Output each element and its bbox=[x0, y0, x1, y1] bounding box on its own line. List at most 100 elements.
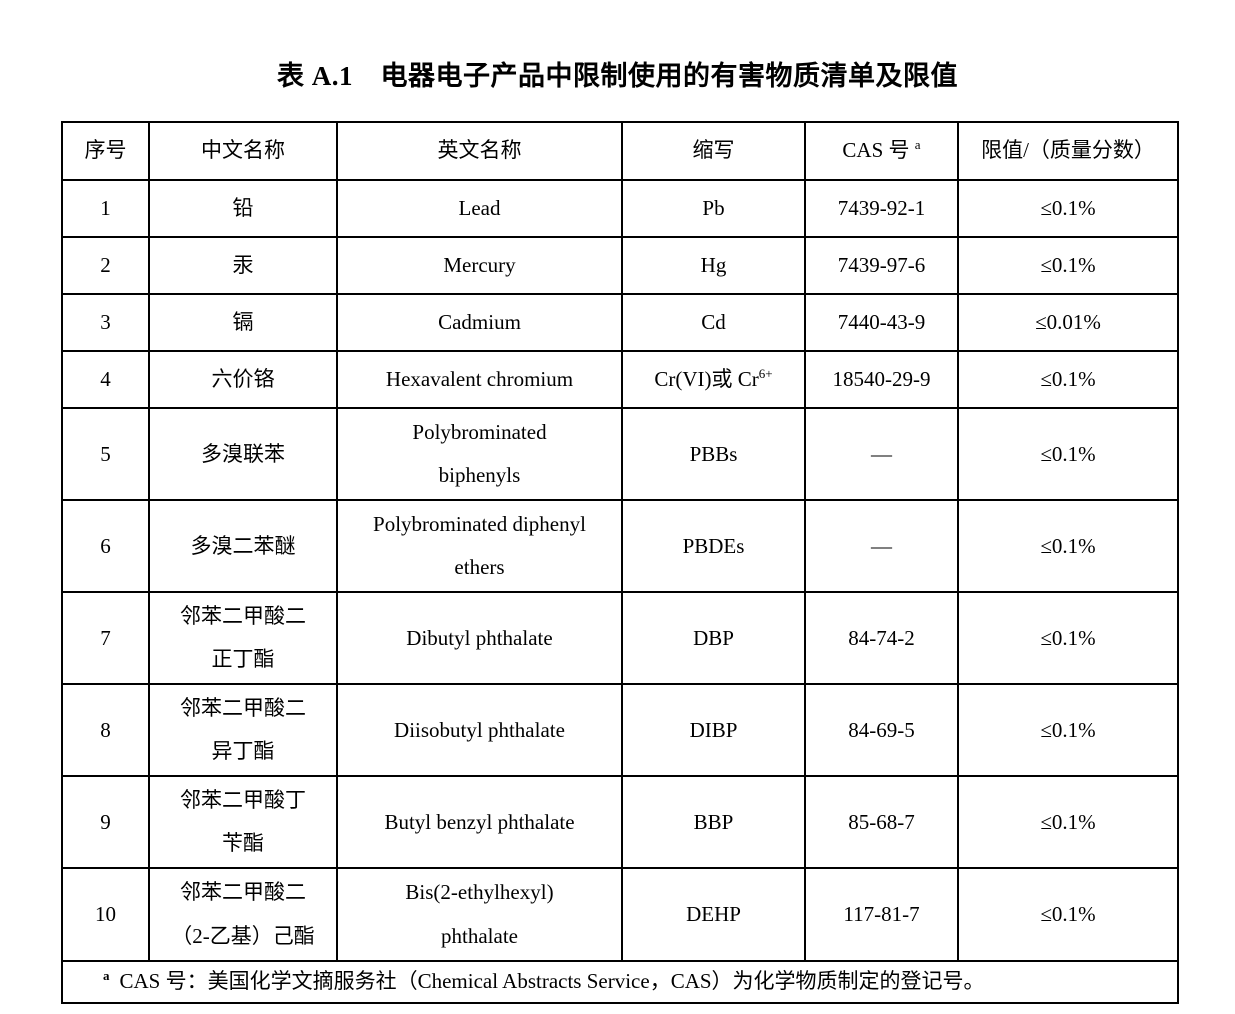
footnote-row: a CAS 号：美国化学文摘服务社（Chemical Abstracts Serv… bbox=[61, 959, 1179, 1004]
substance-row: 6 多溴二苯醚 Polybrominated diphenyl ethers PBDEs… bbox=[61, 499, 1179, 594]
cell-english-name-line: Diisobutyl phthalate bbox=[394, 717, 565, 742]
cell-english-name-line: Butyl benzyl phthalate bbox=[384, 809, 575, 834]
cell-cas-number: 84-69-5 bbox=[804, 683, 959, 778]
abbreviation-text: PBBs bbox=[689, 441, 738, 466]
cell-chinese-name: 邻苯二甲酸丁 苄酯 bbox=[148, 775, 338, 870]
cell-chinese-name-line: 异丁酯 bbox=[211, 739, 275, 764]
substance-row: 1 铅 Lead Pb 7439-92-1 ≤0.1% bbox=[61, 179, 1179, 238]
abbreviation-text: DIBP bbox=[689, 717, 738, 742]
cell-limit: ≤0.1% bbox=[957, 867, 1179, 962]
cell-chinese-name-line: 邻苯二甲酸二 bbox=[180, 880, 306, 905]
col-header-english-name: 英文名称 bbox=[336, 121, 623, 181]
substance-row: 8 邻苯二甲酸二 异丁酯 Diisobutyl phthalate DIBP 84-69-… bbox=[61, 683, 1179, 778]
substance-row: 10 邻苯二甲酸二 （2-乙基）己酯 Bis(2-ethylhexyl) phthala… bbox=[61, 867, 1179, 962]
cell-english-name-line: Lead bbox=[458, 195, 501, 220]
table-body: 1 铅 Lead Pb 7439-92-1 ≤0.1% 2 汞 Mercury Hg 7439-97… bbox=[61, 179, 1179, 962]
cell-chinese-name-line: 多溴联苯 bbox=[201, 441, 285, 466]
col-header-abbreviation: 缩写 bbox=[621, 121, 806, 181]
abbreviation-text: PBDEs bbox=[682, 533, 745, 558]
substance-row: 5 多溴联苯 Polybrominated biphenyls PBBs — ≤0.1% bbox=[61, 406, 1179, 502]
cell-abbreviation: DIBP bbox=[621, 683, 806, 778]
cell-english-name: Dibutyl phthalate bbox=[336, 591, 623, 686]
cell-chinese-name: 邻苯二甲酸二 正丁酯 bbox=[148, 591, 338, 686]
cell-no: 5 bbox=[61, 406, 150, 502]
col-header-limit: 限值/（质量分数） bbox=[957, 121, 1179, 181]
cell-english-name: Lead bbox=[336, 179, 623, 238]
abbreviation-text: BBP bbox=[693, 809, 734, 834]
cell-english-name-line: Hexavalent chromium bbox=[385, 366, 574, 391]
footnote-text: CAS 号：美国化学文摘服务社（Chemical Abstracts Servi… bbox=[119, 968, 985, 993]
cell-chinese-name-line: 多溴二苯醚 bbox=[190, 533, 296, 558]
cell-english-name: Mercury bbox=[336, 236, 623, 295]
cell-chinese-name: 多溴联苯 bbox=[148, 406, 338, 502]
cell-no: 1 bbox=[61, 179, 150, 238]
cell-abbreviation: Cr(VI)或 Cr6+ bbox=[621, 350, 806, 409]
cell-limit: ≤0.1% bbox=[957, 775, 1179, 870]
cell-chinese-name: 邻苯二甲酸二 异丁酯 bbox=[148, 683, 338, 778]
cell-english-name: Polybrominated biphenyls bbox=[336, 406, 623, 502]
cell-english-name-line: biphenyls bbox=[438, 463, 521, 488]
cell-limit: ≤0.1% bbox=[957, 236, 1179, 295]
header-row: 序号 中文名称 英文名称 缩写 CAS 号 a 限值/（质量分数） bbox=[61, 121, 1179, 181]
cell-cas-number: 117-81-7 bbox=[804, 867, 959, 962]
cell-chinese-name: 邻苯二甲酸二 （2-乙基）己酯 bbox=[148, 867, 338, 962]
cell-chinese-name-line: 邻苯二甲酸二 bbox=[180, 604, 306, 629]
cell-english-name: Butyl benzyl phthalate bbox=[336, 775, 623, 870]
cell-chinese-name-line: 六价铬 bbox=[211, 366, 275, 391]
cell-cas-number: 84-74-2 bbox=[804, 591, 959, 686]
cell-english-name: Cadmium bbox=[336, 293, 623, 352]
cell-limit: ≤0.01% bbox=[957, 293, 1179, 352]
cell-cas-number: — bbox=[804, 406, 959, 502]
cell-abbreviation: PBBs bbox=[621, 406, 806, 502]
cell-chinese-name: 多溴二苯醚 bbox=[148, 499, 338, 594]
cell-english-name: Hexavalent chromium bbox=[336, 350, 623, 409]
cell-chinese-name: 汞 bbox=[148, 236, 338, 295]
cell-no: 7 bbox=[61, 591, 150, 686]
cell-chinese-name-line: 汞 bbox=[232, 252, 254, 277]
hazardous-substances-table: 序号 中文名称 英文名称 缩写 CAS 号 a 限值/（质量分数） 1 铅 Lead… bbox=[61, 121, 1179, 1004]
cell-cas-number: — bbox=[804, 499, 959, 594]
abbreviation-text: Hg bbox=[700, 252, 727, 277]
cell-english-name: Polybrominated diphenyl ethers bbox=[336, 499, 623, 594]
cell-chinese-name: 六价铬 bbox=[148, 350, 338, 409]
substance-row: 3 镉 Cadmium Cd 7440-43-9 ≤0.01% bbox=[61, 293, 1179, 352]
document-page: 表 A.1 电器电子产品中限制使用的有害物质清单及限值 序号 中文名称 英文名称… bbox=[0, 54, 1235, 1014]
cell-cas-number: 7440-43-9 bbox=[804, 293, 959, 352]
cell-abbreviation: BBP bbox=[621, 775, 806, 870]
cell-no: 6 bbox=[61, 499, 150, 594]
cell-abbreviation: PBDEs bbox=[621, 499, 806, 594]
footnote-marker: a bbox=[103, 967, 110, 983]
cell-chinese-name-line: 铅 bbox=[232, 195, 254, 220]
cell-english-name-line: Cadmium bbox=[438, 309, 521, 334]
cell-abbreviation: DBP bbox=[621, 591, 806, 686]
abbreviation-text: Cr(VI)或 Cr bbox=[654, 366, 759, 391]
cell-chinese-name-line: （2-乙基）己酯 bbox=[171, 923, 315, 948]
cell-limit: ≤0.1% bbox=[957, 683, 1179, 778]
cell-limit: ≤0.1% bbox=[957, 406, 1179, 502]
cell-chinese-name-line: 邻苯二甲酸二 bbox=[180, 696, 306, 721]
cell-english-name: Bis(2-ethylhexyl) phthalate bbox=[336, 867, 623, 962]
cell-no: 8 bbox=[61, 683, 150, 778]
cell-abbreviation: Cd bbox=[621, 293, 806, 352]
cell-abbreviation: Pb bbox=[621, 179, 806, 238]
substance-row: 9 邻苯二甲酸丁 苄酯 Butyl benzyl phthalate BBP 85-68-… bbox=[61, 775, 1179, 870]
cell-chinese-name-line: 邻苯二甲酸丁 bbox=[180, 788, 306, 813]
abbreviation-text: DEHP bbox=[686, 901, 741, 926]
cell-no: 9 bbox=[61, 775, 150, 870]
cell-english-name-line: Mercury bbox=[443, 252, 516, 277]
cell-cas-number: 7439-97-6 bbox=[804, 236, 959, 295]
col-header-chinese-name: 中文名称 bbox=[148, 121, 338, 181]
cell-chinese-name-line: 正丁酯 bbox=[211, 647, 275, 672]
cell-chinese-name-line: 苄酯 bbox=[222, 831, 264, 856]
cell-english-name-line: ethers bbox=[454, 555, 505, 580]
cell-no: 10 bbox=[61, 867, 150, 962]
cell-chinese-name: 镉 bbox=[148, 293, 338, 352]
abbreviation-text: Cd bbox=[701, 309, 726, 334]
cell-english-name-line: phthalate bbox=[441, 923, 518, 948]
col-header-cas-number: CAS 号 a bbox=[804, 121, 959, 181]
cell-no: 4 bbox=[61, 350, 150, 409]
cell-english-name-line: Polybrominated bbox=[412, 420, 547, 444]
cell-limit: ≤0.1% bbox=[957, 350, 1179, 409]
cell-chinese-name-line: 镉 bbox=[232, 309, 254, 334]
cell-no: 3 bbox=[61, 293, 150, 352]
